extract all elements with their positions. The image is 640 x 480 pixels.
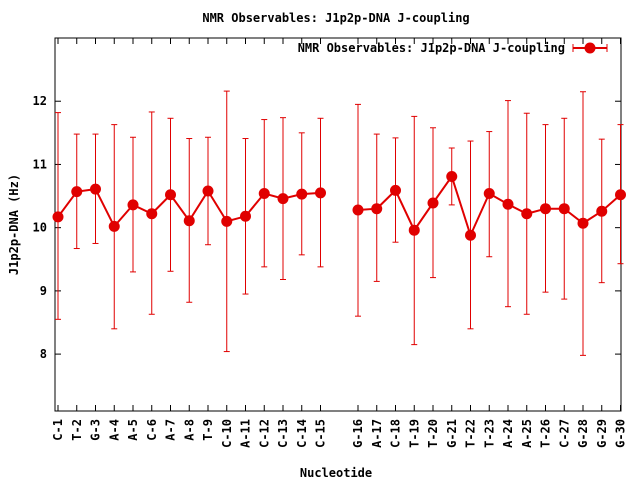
x-tick-label: C-10 bbox=[220, 419, 234, 448]
x-tick-label: T-9 bbox=[201, 419, 215, 441]
x-tick-label: T-23 bbox=[482, 419, 496, 448]
data-point bbox=[615, 189, 626, 201]
data-point bbox=[315, 187, 326, 199]
legend-entry-label: NMR Observables: J1p2p-DNA J-coupling bbox=[298, 41, 565, 55]
data-point bbox=[90, 183, 101, 195]
x-tick-label: G-21 bbox=[445, 419, 459, 448]
data-points bbox=[52, 170, 626, 241]
data-point bbox=[71, 186, 83, 198]
x-tick-label: T-26 bbox=[539, 419, 553, 448]
x-tick-label: G-29 bbox=[595, 419, 609, 448]
x-tick-label: A-8 bbox=[182, 419, 196, 441]
x-tick-label: T-2 bbox=[70, 419, 84, 441]
y-tick-label: 11 bbox=[33, 157, 47, 171]
data-point bbox=[558, 203, 570, 215]
data-point bbox=[371, 203, 383, 215]
series-line bbox=[57, 174, 622, 239]
x-tick-label: C-12 bbox=[257, 419, 271, 448]
data-point bbox=[221, 215, 233, 227]
data-point bbox=[183, 215, 195, 227]
data-point bbox=[296, 188, 308, 200]
data-point bbox=[352, 204, 364, 216]
x-tick-label: C-13 bbox=[276, 419, 290, 448]
data-point bbox=[465, 229, 476, 241]
x-tick-label: T-22 bbox=[464, 419, 478, 448]
data-point bbox=[52, 211, 64, 223]
plot-frame bbox=[54, 37, 622, 412]
x-axis-label: Nucleotide bbox=[300, 466, 372, 480]
x-tick-label: C-6 bbox=[145, 419, 159, 441]
x-tick-label: G-30 bbox=[614, 419, 628, 448]
x-tick-label: C-27 bbox=[557, 419, 571, 448]
data-point bbox=[258, 188, 270, 200]
x-tick-label: A-7 bbox=[164, 419, 178, 441]
data-point bbox=[202, 185, 214, 197]
y-axis-label: J1p2p-DNA (Hz) bbox=[7, 174, 21, 275]
data-point bbox=[502, 198, 514, 210]
data-point bbox=[277, 193, 289, 205]
x-tick-label: T-19 bbox=[407, 419, 421, 448]
data-point bbox=[577, 217, 589, 229]
data-point bbox=[540, 203, 551, 215]
x-tick-label: C-15 bbox=[314, 419, 328, 448]
x-tick-label: C-1 bbox=[51, 419, 65, 441]
x-tick-label: A-4 bbox=[107, 419, 121, 441]
y-tick-label: 12 bbox=[33, 94, 47, 108]
x-tick-label: A-5 bbox=[126, 419, 140, 441]
data-point bbox=[521, 208, 533, 220]
y-tick-label: 10 bbox=[33, 221, 47, 235]
legend: NMR Observables: J1p2p-DNA J-coupling bbox=[298, 41, 608, 55]
data-point bbox=[408, 224, 420, 236]
data-point bbox=[427, 197, 439, 209]
x-tick-label: G-3 bbox=[89, 419, 103, 441]
data-point bbox=[483, 188, 495, 200]
data-point bbox=[127, 199, 139, 211]
x-tick-label: C-18 bbox=[389, 419, 403, 448]
y-axis: 8 9 10 11 12 bbox=[33, 94, 621, 361]
x-tick-label: A-24 bbox=[501, 419, 515, 448]
x-tick-label: G-16 bbox=[351, 419, 365, 448]
y-tick-label: 9 bbox=[40, 284, 47, 298]
x-tick-label: A-17 bbox=[370, 419, 384, 448]
data-point bbox=[390, 184, 401, 196]
data-point bbox=[146, 208, 158, 220]
data-point bbox=[165, 189, 176, 201]
x-tick-label: G-28 bbox=[576, 419, 590, 448]
x-tick-label: A-11 bbox=[239, 419, 253, 448]
x-tick-label: T-20 bbox=[426, 419, 440, 448]
error-bars bbox=[55, 90, 624, 356]
chart-title: NMR Observables: J1p2p-DNA J-coupling bbox=[202, 11, 469, 25]
data-point bbox=[596, 205, 608, 217]
x-tick-label: A-25 bbox=[520, 419, 534, 448]
x-axis: C-1 T-2 G-3 A-4 A-5 C-6 A-7 A-8 T-9 C-10 A-11 C-12 C… bbox=[51, 38, 628, 448]
legend-marker bbox=[584, 42, 596, 54]
data-point bbox=[446, 170, 458, 182]
x-tick-label: C-14 bbox=[295, 419, 309, 448]
y-tick-label: 8 bbox=[40, 347, 47, 361]
data-point bbox=[240, 210, 251, 222]
data-point bbox=[108, 220, 120, 232]
